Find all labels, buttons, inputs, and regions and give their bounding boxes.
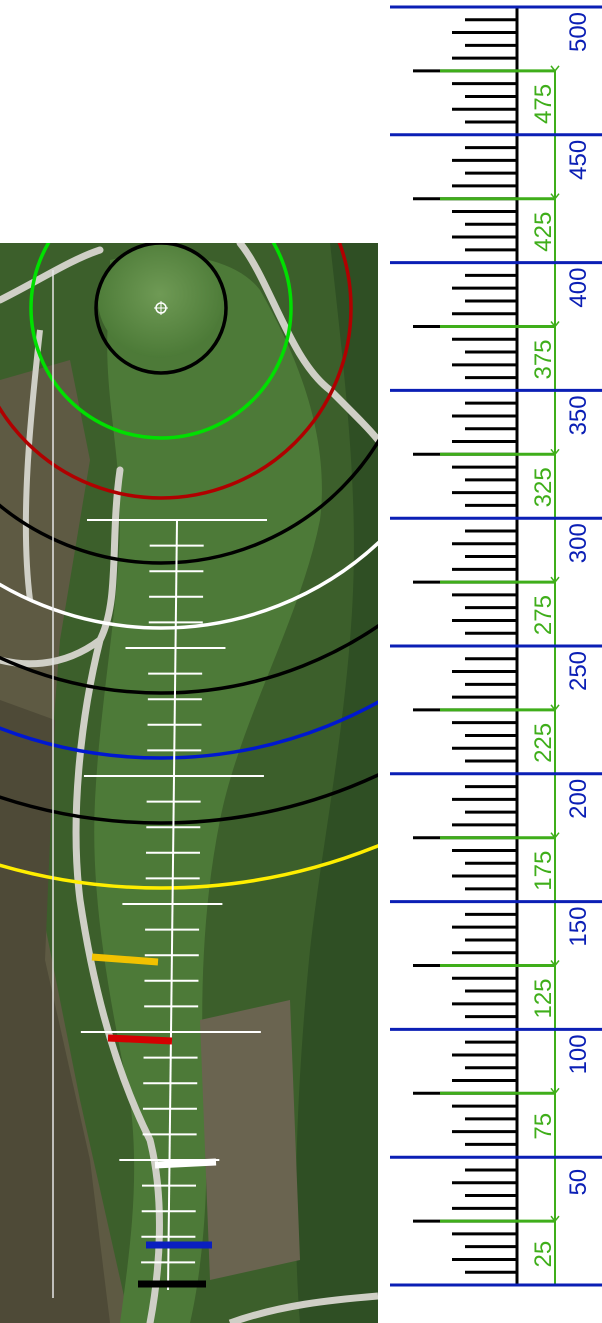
green-arrow <box>550 960 560 967</box>
blue-scale-label: 100 <box>565 1034 592 1074</box>
blue-scale-label: 50 <box>565 1169 592 1196</box>
green-scale-label: 375 <box>530 339 557 379</box>
green-scale-label: 75 <box>530 1113 557 1140</box>
distance-arc <box>29 243 293 440</box>
tee-marker <box>154 1158 217 1169</box>
green-arrow <box>550 193 560 200</box>
green-scale-label: 225 <box>530 723 557 763</box>
distance-arc <box>0 700 378 760</box>
green-scale-label: 275 <box>530 595 557 635</box>
blue-scale-label: 450 <box>565 140 592 180</box>
green-scale-label: 25 <box>530 1241 557 1268</box>
distance-arc <box>0 438 378 565</box>
green-scale-label: 475 <box>530 84 557 124</box>
green-arrow <box>550 1215 560 1223</box>
blue-scale-label: 300 <box>565 523 592 563</box>
blue-scale-label: 250 <box>565 651 592 691</box>
cart-path-left <box>22 329 43 601</box>
green-scale-label: 325 <box>530 467 557 507</box>
putting-green <box>98 243 222 358</box>
blue-scale-label: 200 <box>565 779 592 819</box>
fairway <box>94 254 322 1323</box>
green-arrow <box>550 576 560 584</box>
green-scale-label: 125 <box>530 978 557 1018</box>
green-arrow <box>550 704 560 712</box>
distance-arc <box>0 772 378 825</box>
distance-arc <box>94 243 228 375</box>
trees-right <box>295 243 378 1323</box>
distance-arcs <box>0 243 378 890</box>
tee-marker <box>107 1034 173 1045</box>
distance-arc <box>0 623 378 695</box>
distance-arc <box>0 243 353 500</box>
green-arrow <box>550 448 560 456</box>
blue-scale-label: 400 <box>565 268 592 308</box>
crosshair-icon <box>154 301 168 315</box>
green-arrow <box>550 321 560 328</box>
green-arrow <box>550 832 560 839</box>
green-arrow <box>550 65 560 73</box>
cart-path-bottom <box>228 1292 378 1323</box>
tee-marker <box>91 953 159 966</box>
green-scale-label: 175 <box>530 851 557 891</box>
distance-arc <box>0 843 378 890</box>
green-scale-label: 425 <box>530 212 557 252</box>
rough-left-dark <box>0 700 110 1323</box>
scrub-lower-right <box>200 1000 300 1280</box>
tee-markers <box>91 953 217 1288</box>
distance-arc <box>0 540 378 630</box>
blue-scale-label: 150 <box>565 907 592 947</box>
blue-scale-label: 500 <box>565 12 592 52</box>
green-arrow <box>550 1087 560 1095</box>
blue-scale-label: 350 <box>565 395 592 435</box>
yardage-ruler: 50 100 150 200 250 300 350 400 450 500 25 75 125 175 2… <box>390 5 602 1287</box>
